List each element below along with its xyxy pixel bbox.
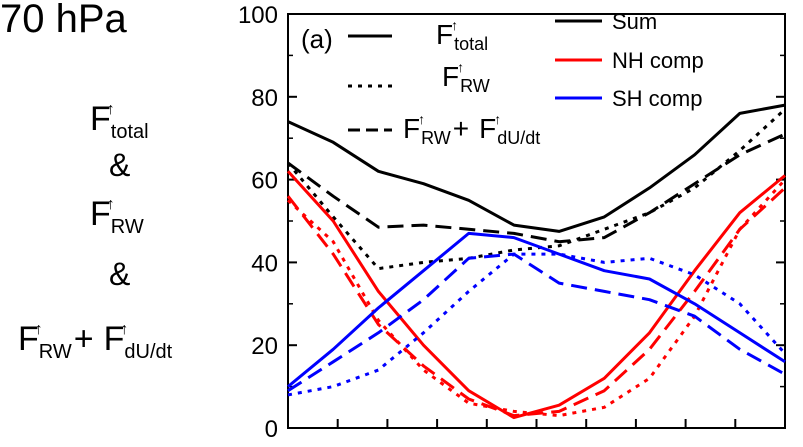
series-line-sum-dashed bbox=[287, 132, 786, 244]
legend-style-solid-label: F↑ total bbox=[436, 17, 488, 54]
legend-style-dotted-label: F↑ RW bbox=[442, 59, 490, 96]
side-label-amp2: & bbox=[109, 256, 130, 292]
y-tick-label: 80 bbox=[251, 85, 278, 112]
plot-frame bbox=[287, 13, 786, 429]
series-line-sh-comp-solid bbox=[287, 231, 786, 388]
legend-color-sum-label: Sum bbox=[612, 9, 657, 34]
y-tick-label: 40 bbox=[251, 250, 278, 277]
y-tick-label: 20 bbox=[251, 333, 278, 360]
y-tick-label: 0 bbox=[265, 416, 278, 443]
side-label-line3: F↑ RW+ F↑ dU/dt bbox=[18, 320, 173, 363]
side-label-amp1: & bbox=[109, 147, 130, 183]
panel-label: (a) bbox=[301, 24, 333, 54]
plot-area: 0 20 40 60 80 100 bbox=[238, 2, 787, 443]
legend-colors: Sum NH comp SH comp bbox=[555, 9, 704, 111]
series-line-sum-solid bbox=[287, 103, 786, 233]
series-line-sh-comp-dotted bbox=[287, 252, 787, 397]
legend-color-nh-label: NH comp bbox=[612, 48, 704, 73]
legend-style-dashed-label: F↑ RW+ F↑ dU/dt bbox=[403, 111, 540, 148]
pressure-level-label: 70 hPa bbox=[0, 0, 128, 41]
series-line-sh-comp-dashed bbox=[287, 252, 786, 392]
side-label-line1: F↑ total bbox=[90, 100, 149, 143]
side-label-line2: F↑ RW bbox=[90, 195, 144, 238]
y-tick-label: 100 bbox=[238, 2, 278, 29]
legend-color-sh-label: SH comp bbox=[612, 86, 702, 111]
legend-styles: F↑ total F↑ RW F↑ RW+ F↑ dU/dt bbox=[348, 17, 540, 148]
axes: 0 20 40 60 80 100 bbox=[238, 2, 786, 443]
y-tick-label: 60 bbox=[251, 168, 278, 195]
series-line-nh-comp-solid bbox=[286, 170, 786, 420]
series-layer bbox=[286, 103, 787, 420]
side-label: F↑ total & F↑ RW & F↑ RW+ F↑ dU/dt bbox=[18, 100, 173, 363]
series-line-nh-comp-dashed bbox=[286, 186, 787, 418]
